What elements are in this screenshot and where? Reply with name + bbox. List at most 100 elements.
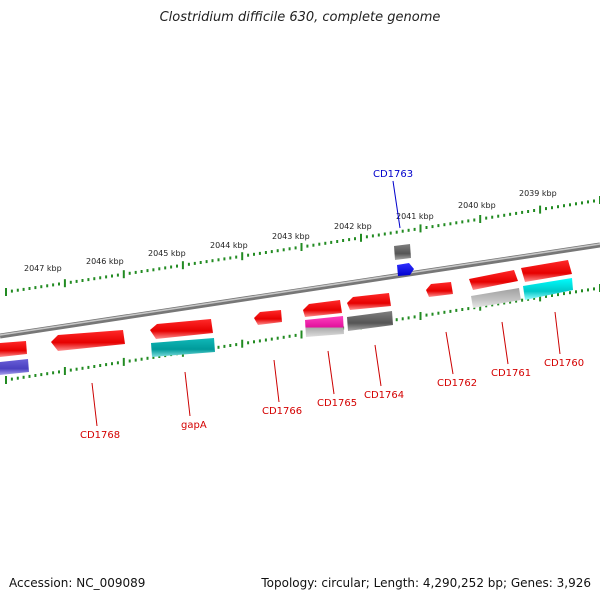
- minor-tick: [401, 317, 404, 321]
- genome-backbone-highlight: [0, 243, 600, 336]
- minor-tick: [563, 292, 565, 296]
- accession-text: Accession: NC_009089: [9, 576, 146, 590]
- gene-arrow-left-edge[interactable]: [0, 341, 27, 357]
- minor-tick: [503, 301, 506, 305]
- kbp-label-2047: 2047 kbp: [24, 264, 62, 273]
- gene-arrow-r1[interactable]: [469, 270, 518, 290]
- minor-tick: [52, 371, 55, 375]
- leader-CD1764: [374, 344, 382, 387]
- minor-tick: [75, 367, 78, 371]
- minor-tick: [99, 364, 102, 367]
- minor-tick: [158, 355, 161, 358]
- minor-tick: [69, 368, 72, 372]
- minor-tick: [22, 375, 25, 379]
- minor-tick: [116, 273, 119, 277]
- minor-tick: [575, 202, 577, 206]
- minor-tick: [395, 318, 398, 322]
- gene-arrow-CD1765[interactable]: [303, 300, 342, 317]
- minor-tick: [93, 277, 96, 281]
- gene-label-CD1761[interactable]: CD1761: [491, 368, 531, 379]
- gene-arrow-gapA-teal[interactable]: [151, 338, 215, 357]
- major-tick: [539, 205, 542, 214]
- kbp-label-2041: 2041 kbp: [396, 212, 434, 221]
- major-tick: [539, 293, 542, 302]
- minor-tick: [87, 365, 90, 369]
- gene-arrow-CD1768[interactable]: [51, 330, 125, 351]
- minor-tick: [425, 226, 428, 229]
- minor-tick: [229, 256, 232, 260]
- gene-label-CD1766[interactable]: CD1766: [262, 406, 302, 417]
- minor-tick: [371, 234, 374, 238]
- minor-tick: [485, 216, 488, 220]
- gene-arrow-cyan-right[interactable]: [523, 278, 573, 300]
- minor-tick: [40, 373, 43, 377]
- gene-arrow-CD1763[interactable]: [397, 263, 414, 276]
- minor-tick: [34, 286, 37, 290]
- minor-tick: [312, 243, 315, 247]
- gene-label-gapA[interactable]: gapA: [181, 420, 207, 431]
- minor-tick: [581, 201, 583, 205]
- minor-tick: [235, 255, 238, 259]
- gene-arrow-CD1763-gray[interactable]: [394, 244, 411, 260]
- gene-arrow-gapA[interactable]: [150, 319, 213, 339]
- gene-arrow-CD1764-gray[interactable]: [347, 311, 393, 331]
- minor-tick: [264, 251, 267, 254]
- minor-tick: [152, 355, 155, 359]
- gene-label-CD1762[interactable]: CD1762: [437, 378, 477, 389]
- minor-tick: [10, 377, 13, 381]
- minor-tick: [235, 343, 238, 347]
- map-title: Clostridium difficile 630, complete geno…: [159, 10, 441, 25]
- gene-label-CD1763[interactable]: CD1763: [373, 169, 413, 180]
- minor-tick: [288, 334, 291, 338]
- minor-tick: [28, 374, 31, 378]
- minor-tick: [455, 221, 458, 225]
- minor-tick: [533, 296, 536, 300]
- minor-tick: [116, 361, 119, 365]
- leader-gapA: [184, 371, 191, 417]
- major-tick: [479, 215, 482, 223]
- leader-CD1765: [327, 350, 335, 395]
- gene-arrow-CD1765-pink[interactable]: [305, 316, 344, 337]
- gene-label-CD1765[interactable]: CD1765: [317, 398, 357, 409]
- kbp-label-2039: 2039 kbp: [519, 189, 557, 198]
- gene-arrows-reverse: [0, 282, 453, 375]
- minor-tick: [545, 207, 547, 211]
- minor-tick: [176, 264, 178, 268]
- gene-arrow-gray-light[interactable]: [471, 288, 521, 308]
- kbp-label-2040: 2040 kbp: [458, 201, 496, 210]
- minor-tick: [93, 365, 96, 368]
- kbp-label-2043: 2043 kbp: [272, 232, 310, 241]
- minor-tick: [497, 214, 500, 218]
- minor-tick: [193, 261, 196, 265]
- gene-arrow-r2[interactable]: [521, 260, 572, 282]
- gene-arrow-CD1762[interactable]: [426, 282, 453, 297]
- minor-tick: [467, 307, 470, 311]
- minor-tick: [557, 293, 559, 297]
- minor-tick: [81, 279, 84, 282]
- gene-arrow-CD1764[interactable]: [347, 293, 391, 310]
- minor-tick: [46, 284, 49, 288]
- minor-tick: [557, 205, 559, 209]
- minor-tick: [52, 283, 55, 287]
- minor-tick: [294, 246, 297, 250]
- gene-label-CD1764[interactable]: CD1764: [364, 390, 404, 401]
- minor-tick: [342, 239, 345, 242]
- minor-tick: [223, 344, 226, 348]
- gene-label-CD1768[interactable]: CD1768: [80, 430, 120, 441]
- gene-label-CD1760[interactable]: CD1760: [544, 358, 584, 369]
- minor-tick: [306, 244, 309, 248]
- minor-tick: [383, 232, 386, 236]
- minor-tick: [40, 285, 43, 289]
- minor-tick: [377, 233, 380, 237]
- major-tick: [181, 261, 184, 270]
- gene-arrow-CD1766[interactable]: [254, 310, 282, 325]
- minor-tick: [336, 240, 339, 243]
- major-tick: [300, 330, 303, 339]
- minor-tick: [521, 298, 524, 302]
- minor-tick: [545, 294, 547, 298]
- minor-tick: [449, 222, 452, 226]
- minor-tick: [461, 308, 464, 311]
- gene-arrow-purple[interactable]: [0, 359, 29, 375]
- minor-tick: [497, 302, 500, 306]
